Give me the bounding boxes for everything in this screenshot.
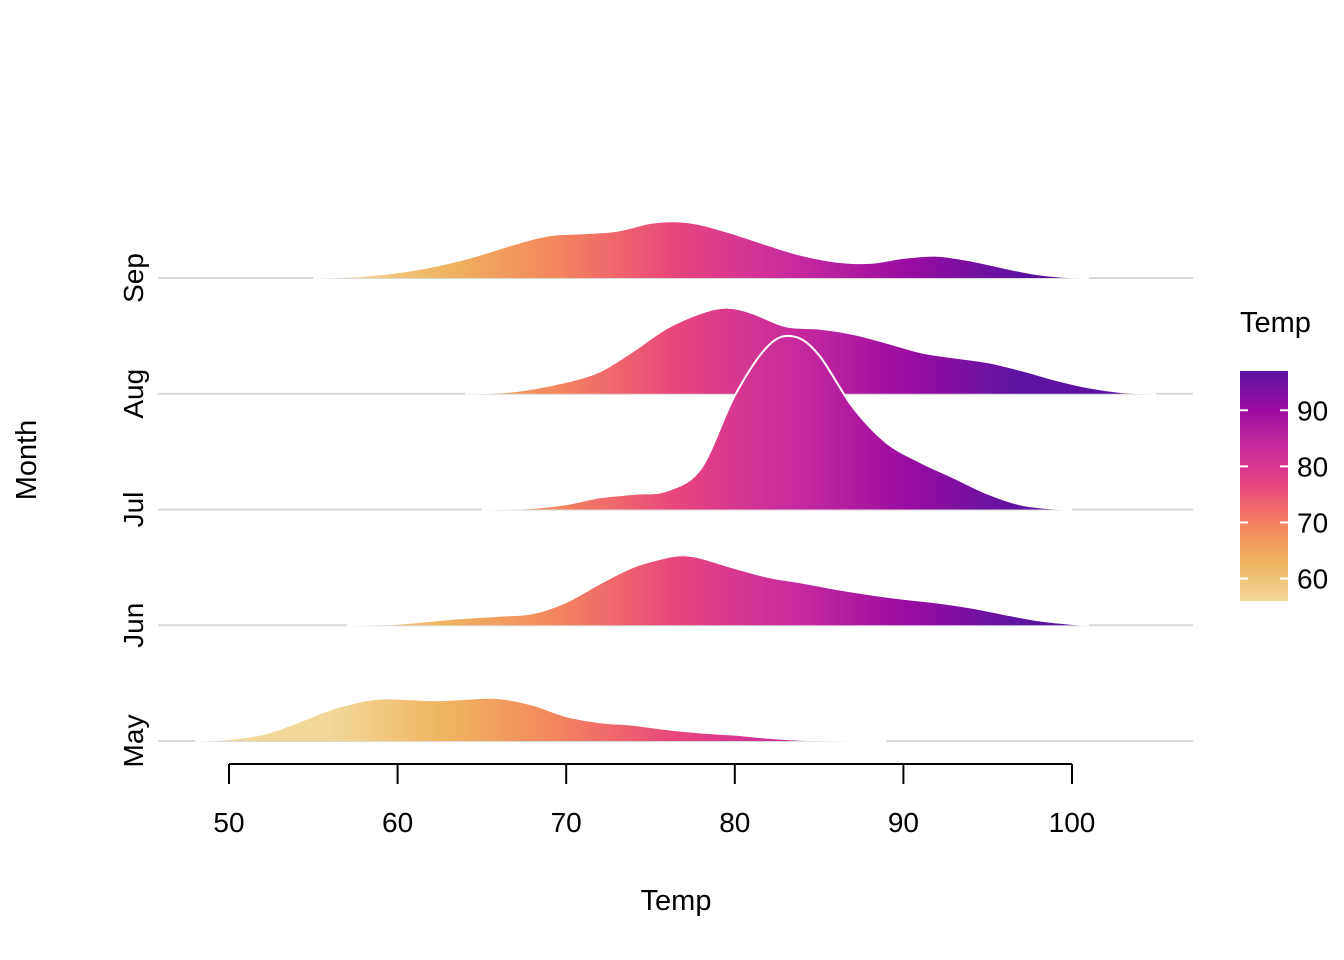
- x-axis-title: Temp: [641, 885, 712, 917]
- ridge-outline-aug: [464, 306, 1157, 395]
- legend-colorbar: [1240, 371, 1288, 601]
- y-axis-title: Month: [11, 420, 43, 501]
- ridge-area-sep: [313, 221, 1089, 278]
- legend-tick-label-60: 60: [1297, 564, 1328, 595]
- ridge-outline-sep: [313, 220, 1089, 279]
- legend-tick-label-90: 90: [1297, 395, 1328, 426]
- y-axis-labels: May Jun Jul Aug Sep: [118, 253, 149, 767]
- ridge-outline-jun: [346, 554, 1090, 627]
- y-tick-label-sep: Sep: [118, 253, 149, 303]
- legend-tick-label-80: 80: [1297, 451, 1328, 482]
- ridge-area-may: [195, 697, 887, 741]
- y-tick-label-jul: Jul: [118, 492, 149, 528]
- x-tick-label-50: 50: [213, 807, 244, 838]
- x-tick-label-80: 80: [719, 807, 750, 838]
- y-tick-label-jun: Jun: [118, 603, 149, 648]
- y-tick-label-aug: Aug: [118, 369, 149, 419]
- ridge-sep: [313, 220, 1089, 279]
- ridge-area-jul: [481, 335, 1072, 510]
- x-tick-label-90: 90: [888, 807, 919, 838]
- ridge-jun: [346, 554, 1090, 627]
- ridge-outline-jul: [481, 334, 1073, 511]
- ridge-jul: [481, 334, 1073, 511]
- x-tick-label-60: 60: [382, 807, 413, 838]
- x-axis: 50 60 70 80 90 100: [213, 763, 1096, 838]
- ridges: [195, 220, 1157, 742]
- color-legend: Temp 60 70 80 90: [1240, 307, 1328, 601]
- y-tick-label-may: May: [118, 715, 149, 768]
- x-tick-label-70: 70: [551, 807, 582, 838]
- ridge-outline-may: [195, 696, 887, 742]
- legend-tick-label-70: 70: [1297, 507, 1328, 538]
- legend-title: Temp: [1240, 307, 1311, 339]
- x-tick-label-100: 100: [1049, 807, 1096, 838]
- ridge-may: [195, 696, 887, 742]
- ridge-area-jun: [347, 555, 1089, 626]
